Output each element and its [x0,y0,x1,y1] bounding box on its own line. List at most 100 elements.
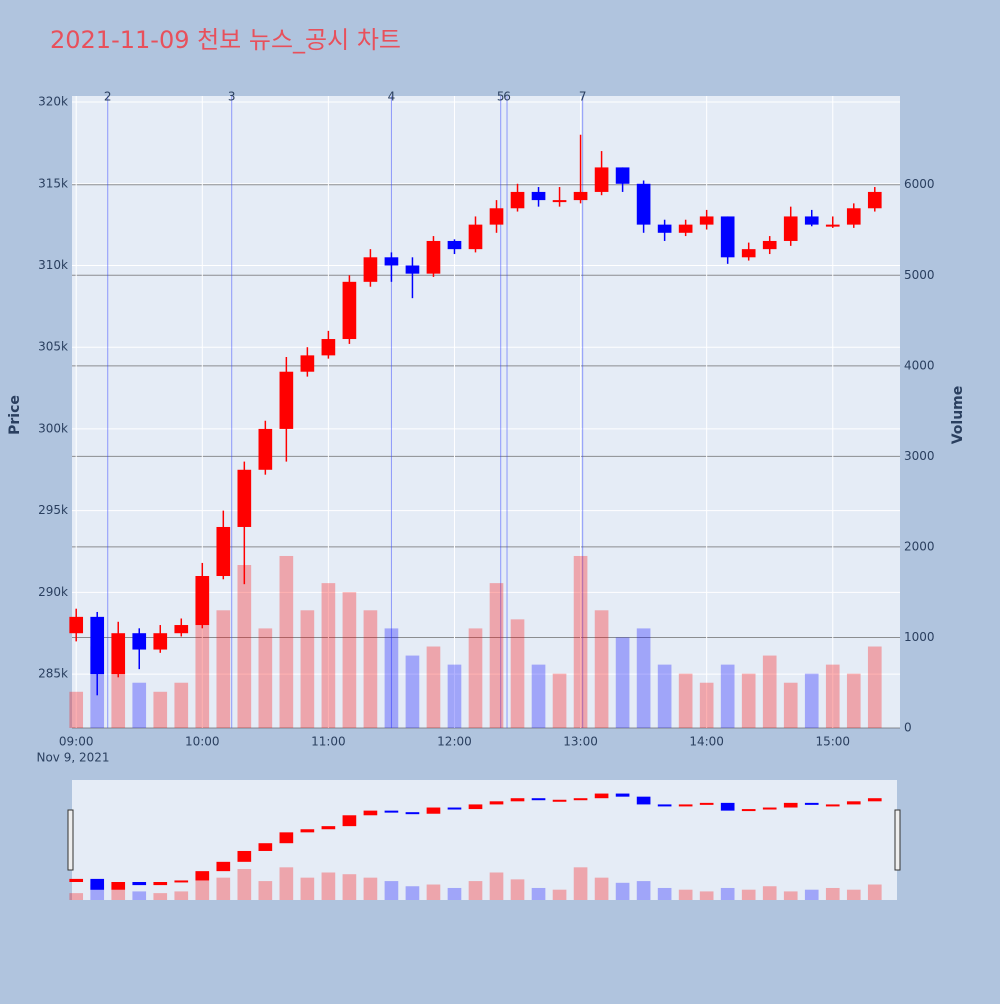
candle-body [174,625,189,634]
y2-axis-title: Volume [950,386,966,445]
slider-volume-bar [468,881,483,900]
slider-volume-bar [741,889,756,900]
volume-bar [111,673,126,728]
candle-body [132,633,147,650]
candle-body [300,355,315,372]
slider-volume-bar [489,872,504,900]
slider-candle [258,843,273,851]
candle-body [804,216,819,225]
y2-tick-label: 4000 [904,358,935,372]
slider-candle [405,812,420,815]
slider-candle [279,832,294,844]
candle-body [258,428,273,470]
volume-bar [762,655,777,728]
slider-volume-bar [867,884,882,900]
candle-body [447,240,462,250]
candle-body [699,216,714,225]
slider-candle [510,798,525,802]
y-tick-label: 285k [38,667,68,681]
slider-candle [363,810,378,816]
plot-area [72,96,900,728]
slider-handle[interactable] [67,809,74,871]
volume-bar [846,673,861,728]
slider-candle [216,861,231,872]
slider-volume-bar [762,886,777,900]
candle-body [657,224,672,233]
slider-volume-bar [783,891,798,900]
y-tick-label: 320k [38,95,68,109]
candle-body [762,240,777,250]
candle-body [111,633,126,675]
volume-bar [405,655,420,728]
slider-volume-bar [825,887,840,900]
event-label: 3 [228,90,236,104]
event-label: 2 [104,90,112,104]
candle-body [552,200,567,203]
candle-body [615,167,630,184]
slider-volume-bar [657,887,672,900]
slider-candle [132,882,147,886]
x-tick-label: 10:00 [185,735,220,749]
slider-candle [111,882,126,890]
slider-volume-bar [111,889,126,900]
candle-body [825,224,840,227]
slider-volume-bar [804,889,819,900]
candle-body [90,616,105,675]
candle-body [636,183,651,225]
slider-candle [825,804,840,807]
slider-volume-bar [573,867,588,900]
slider-volume-bar [720,887,735,900]
slider-volume-bar [615,882,630,900]
volume-bar [867,646,882,728]
slider-volume-bar [846,889,861,900]
slider-volume-bar [132,891,147,900]
volume-bar [447,664,462,728]
volume-bar [594,610,609,728]
candle-body [867,191,882,209]
volume-bar [825,664,840,728]
slider-volume-bar [153,893,168,900]
candle-body [195,576,210,626]
volume-bar [237,565,252,728]
y2-tick-label: 2000 [904,539,935,553]
event-label: 6 [503,90,511,104]
event-label: 5 [497,90,505,104]
slider-handle[interactable] [894,809,901,871]
volume-bar [573,555,588,728]
volume-bar [153,691,168,728]
y-tick-label: 305k [38,340,68,354]
slider-volume-bar [342,874,357,900]
y2-tick-label: 5000 [904,268,935,282]
volume-bar [783,682,798,728]
y2-tick-label: 0 [904,721,912,735]
candle-body [741,249,756,258]
candle-body [510,191,525,209]
candle-body [216,526,231,577]
slider-volume-bar [384,881,399,900]
candle-body [573,191,588,201]
y2-tick-label: 6000 [904,177,935,191]
volume-bar [720,664,735,728]
slider-candle [741,809,756,812]
y-tick-label: 295k [38,503,68,517]
volume-bar [615,637,630,728]
slider-candle [342,815,357,827]
slider-candle [552,799,567,802]
candle-body [846,208,861,225]
candle-body [594,167,609,192]
slider-candle [237,850,252,862]
slider-candle [699,802,714,805]
slider-candle [804,802,819,805]
volume-bar [552,673,567,728]
candle-body [342,281,357,340]
volume-bar [531,664,546,728]
volume-bar [741,673,756,728]
range-slider[interactable] [72,780,897,900]
slider-volume-bar [258,881,273,900]
y2-tick-label: 1000 [904,630,935,644]
volume-bar [132,682,147,728]
slider-volume-bar [636,881,651,900]
volume-bar [216,610,231,728]
slider-candle [195,871,210,881]
slider-candle [69,878,84,883]
